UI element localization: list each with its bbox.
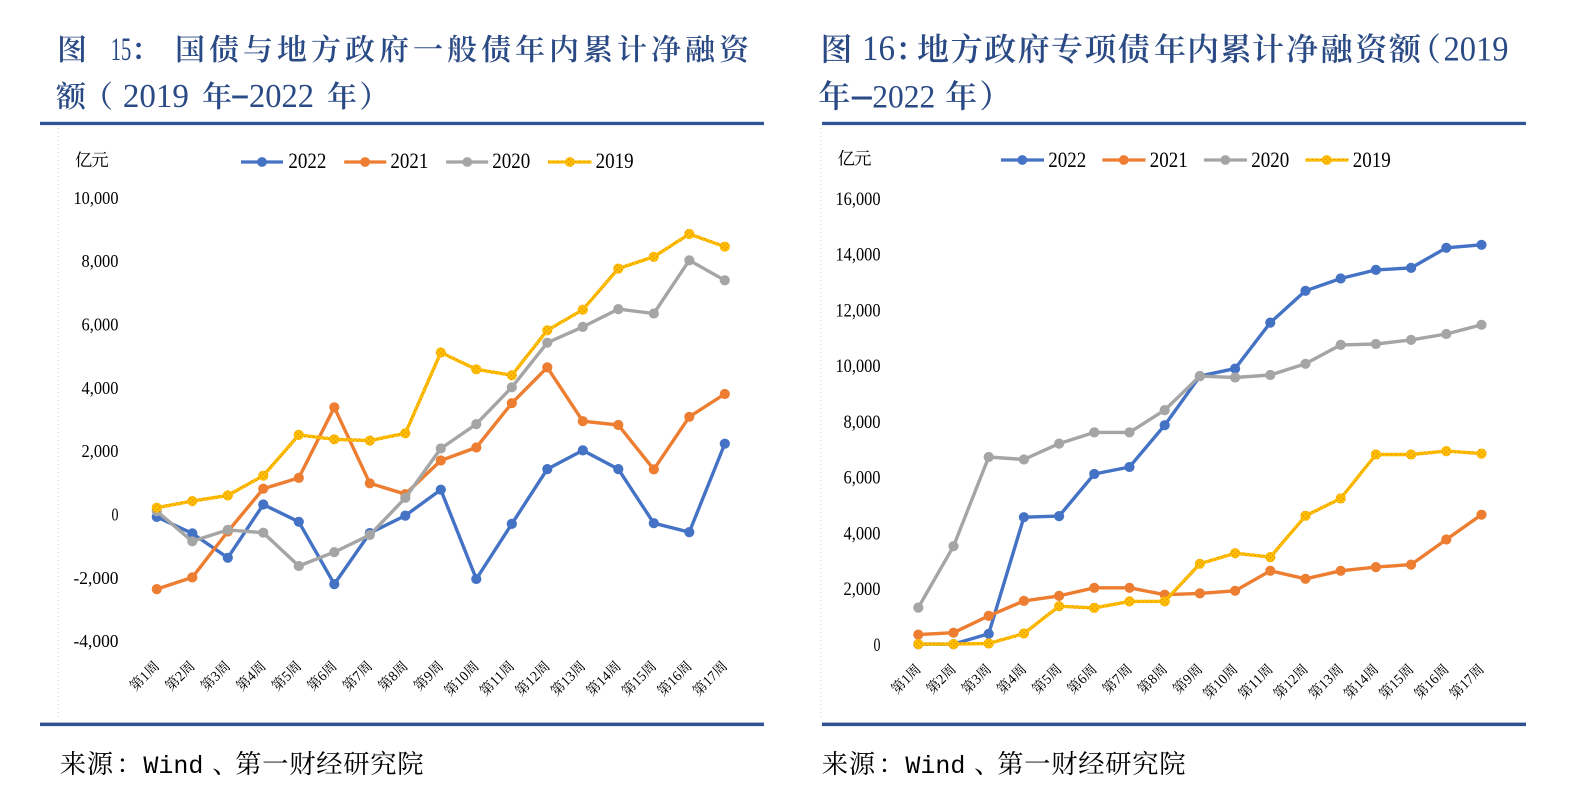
svg-text:2,000: 2,000	[82, 441, 119, 461]
svg-text:-4,000: -4,000	[74, 631, 119, 651]
svg-text:2019: 2019	[596, 148, 634, 173]
svg-text:2020: 2020	[492, 148, 530, 173]
svg-text:2019: 2019	[1353, 147, 1391, 172]
svg-text:2019: 2019	[1444, 30, 1509, 69]
svg-text:16: 16	[862, 28, 895, 68]
svg-text:2020: 2020	[1251, 147, 1289, 172]
svg-text:10,000: 10,000	[836, 357, 881, 377]
svg-text:2019: 2019	[123, 78, 189, 115]
svg-text:8,000: 8,000	[82, 251, 119, 271]
svg-text:2021: 2021	[390, 148, 428, 173]
svg-text:2022: 2022	[1048, 147, 1086, 172]
svg-text:6,000: 6,000	[82, 314, 119, 334]
svg-text:10,000: 10,000	[74, 188, 119, 208]
svg-text:2,000: 2,000	[844, 580, 881, 600]
svg-text:2022: 2022	[249, 78, 314, 115]
svg-text:0: 0	[112, 505, 119, 525]
svg-text:-2,000: -2,000	[74, 568, 119, 588]
svg-text:15: 15	[111, 32, 132, 68]
svg-text:6,000: 6,000	[844, 469, 881, 489]
svg-text:0: 0	[874, 636, 881, 656]
svg-text:8,000: 8,000	[844, 413, 881, 433]
svg-text:Wind: Wind	[143, 752, 203, 781]
svg-text:Wind: Wind	[905, 752, 965, 781]
svg-text:4,000: 4,000	[82, 378, 119, 398]
svg-text:2022: 2022	[872, 80, 935, 116]
svg-text:4,000: 4,000	[844, 525, 881, 545]
svg-text:12,000: 12,000	[836, 301, 881, 321]
svg-text:2021: 2021	[1150, 147, 1188, 172]
svg-text:2022: 2022	[288, 148, 326, 173]
svg-text:16,000: 16,000	[836, 190, 881, 210]
svg-text:14,000: 14,000	[836, 246, 881, 266]
